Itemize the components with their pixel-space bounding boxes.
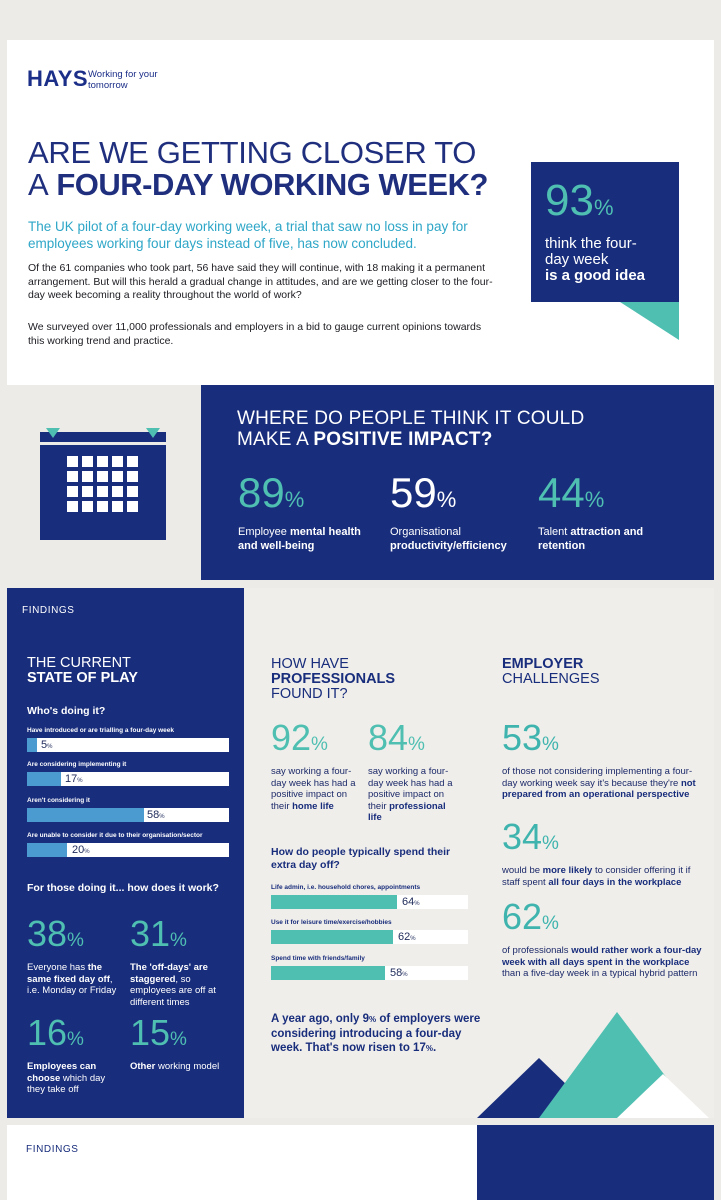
spend-bar-value: 64% [402, 896, 420, 908]
calendar-header-bar [40, 432, 166, 442]
hero-stat-box: 93% think the four-day week is a good id… [531, 162, 679, 302]
calendar-ring-right [146, 428, 160, 438]
method-stat-choose-day: 16% Employees can choose which day they … [27, 1012, 106, 1096]
hero-stat-text: think the four-day week is a good idea [545, 235, 646, 284]
hero-stat-value: 93% [545, 176, 614, 225]
page-title-line2: A FOUR-DAY WORKING WEEK? [28, 167, 488, 202]
impact-stat-talent: 44% Talent attraction and retention [538, 469, 644, 553]
method-stat-other: 15% Other working model [130, 1012, 220, 1073]
who-bar-value: 20% [72, 844, 90, 856]
who-bar: 20% [27, 843, 229, 857]
method-stat-fixed-day: 38% Everyone has the same fixed day off,… [27, 913, 117, 997]
calendar-day-grid [67, 456, 141, 512]
impact-stat-productivity: 59% Organisational productivity/efficienc… [390, 469, 507, 553]
findings-content-panel [244, 588, 714, 1118]
page-title-line1: ARE WE GETTING CLOSER TO [28, 135, 477, 170]
spend-heading: How do people typically spend their extr… [271, 846, 451, 871]
who-heading: Who's doing it? [27, 705, 106, 717]
who-bar-label: Are unable to consider it due to their o… [27, 832, 203, 839]
state-of-play-title: THE CURRENT STATE OF PLAY [27, 655, 138, 686]
who-bar-fill [27, 808, 145, 822]
who-bar-label: Are considering implementing it [27, 761, 127, 768]
employer-stat-not-prepared: 53% of those not considering implementin… [502, 717, 696, 801]
who-bar-label: Aren't considering it [27, 797, 90, 804]
spend-bar-fill [271, 966, 386, 980]
spend-bar: 62% [271, 930, 468, 944]
hays-logo: HAYS [27, 66, 89, 91]
employer-stat-in-workplace: 34% would be more likely to consider off… [502, 816, 691, 888]
employer-title: EMPLOYER CHALLENGES [502, 656, 600, 687]
speech-tail-shape [620, 302, 679, 340]
logo-tagline: Working for your tomorrow [88, 69, 158, 91]
calendar-ring-left [46, 428, 60, 438]
who-bar: 5% [27, 738, 229, 752]
intro-paragraph-1: Of the 61 companies who took part, 56 ha… [28, 262, 493, 301]
who-bar: 17% [27, 772, 229, 786]
findings-label-page3: FINDINGS [26, 1144, 79, 1155]
method-stat-staggered: 31% The 'off-days' are staggered, so emp… [130, 913, 216, 1008]
next-page-panel [7, 1125, 477, 1200]
who-bar-label: Have introduced or are trialling a four-… [27, 727, 175, 734]
who-bar: 58% [27, 808, 229, 822]
findings-label: FINDINGS [22, 605, 75, 616]
intro-paragraph-2: We surveyed over 11,000 professionals an… [28, 321, 482, 347]
pro-stat-home-life: 92% say working a four-day week has had … [271, 717, 356, 812]
professionals-title: HOW HAVE PROFESSIONALS FOUND IT? [271, 656, 396, 702]
who-bar-fill [27, 772, 62, 786]
decorative-triangles [477, 1012, 709, 1118]
spend-bar-label: Life admin, i.e. household chores, appoi… [271, 884, 421, 891]
who-bar-value: 5% [41, 739, 53, 751]
spend-bar-value: 58% [390, 967, 408, 979]
spend-bar: 58% [271, 966, 468, 980]
year-ago-statement: A year ago, only 9% of employers were co… [271, 1013, 481, 1054]
who-bar-value: 17% [65, 773, 83, 785]
impact-panel [201, 385, 714, 580]
impact-stat-mental-health: 89% Employee mental health and well-bein… [238, 469, 361, 553]
lead-paragraph: The UK pilot of a four-day working week,… [28, 219, 468, 251]
spend-bar-fill [271, 895, 398, 909]
who-bar-fill [27, 738, 38, 752]
how-it-works-heading: For those doing it... how does it work? [27, 882, 219, 894]
spend-bar-label: Use it for leisure time/exercise/hobbies [271, 919, 392, 926]
spend-bar-value: 62% [398, 931, 416, 943]
spend-bar: 64% [271, 895, 468, 909]
pro-stat-professional-life: 84% say working a four-day week has had … [368, 717, 453, 824]
next-page-accent [477, 1125, 714, 1200]
impact-title: WHERE DO PEOPLE THINK IT COULD MAKE A PO… [237, 408, 585, 450]
spend-bar-label: Spend time with friends/family [271, 955, 365, 962]
spend-bar-fill [271, 930, 394, 944]
who-bar-fill [27, 843, 68, 857]
employer-stat-rather-work: 62% of professionals would rather work a… [502, 896, 702, 980]
who-bar-value: 58% [147, 809, 165, 821]
